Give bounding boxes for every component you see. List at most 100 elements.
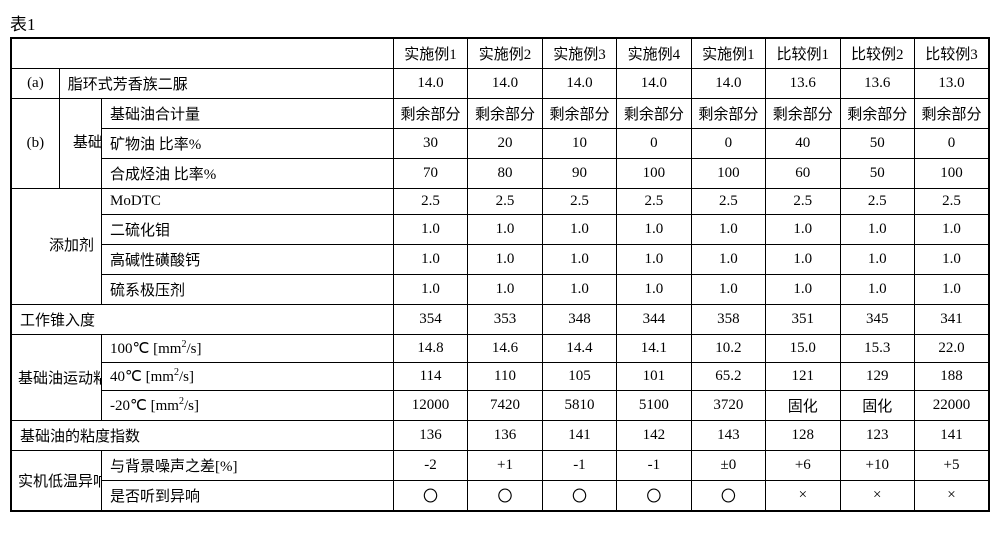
cell: 142 <box>617 421 691 451</box>
cell: 0 <box>914 129 989 159</box>
cell: 剩余部分 <box>691 99 765 129</box>
col-header: 比较例1 <box>766 38 840 69</box>
cell: 344 <box>617 305 691 335</box>
cell: 1.0 <box>542 245 616 275</box>
cell: +6 <box>766 451 840 481</box>
cell: 136 <box>468 421 542 451</box>
cell: 141 <box>914 421 989 451</box>
cell: 100 <box>914 159 989 189</box>
cell: 5100 <box>617 391 691 421</box>
table-row: 基础油运动粘度 100℃ [mm2/s] 14.8 14.6 14.4 14.1… <box>11 335 989 363</box>
header-row: 实施例1 实施例2 实施例3 实施例4 实施例1 比较例1 比较例2 比较例3 <box>11 38 989 69</box>
cell: 128 <box>766 421 840 451</box>
cell: 14.6 <box>468 335 542 363</box>
viscosity-label: 基础油运动粘度 <box>11 335 102 421</box>
cell: 348 <box>542 305 616 335</box>
cell: 固化 <box>766 391 840 421</box>
cell: 1.0 <box>468 215 542 245</box>
col-header: 实施例2 <box>468 38 542 69</box>
cell: 1.0 <box>393 215 467 245</box>
cell: 固化 <box>840 391 914 421</box>
additive-label: 添加剂 <box>11 189 102 305</box>
cell: 1.0 <box>542 215 616 245</box>
cell: 〇 <box>617 481 691 512</box>
table-row: (b) 基础油 基础油合计量 剩余部分 剩余部分 剩余部分 剩余部分 剩余部分 … <box>11 99 989 129</box>
cell: +5 <box>914 451 989 481</box>
group-b: (b) <box>11 99 59 189</box>
cell: 14.0 <box>542 69 616 99</box>
table-row: 基础油的粘度指数 136 136 141 142 143 128 123 141 <box>11 421 989 451</box>
cell: 14.1 <box>617 335 691 363</box>
cell: 剩余部分 <box>766 99 840 129</box>
cell: 30 <box>393 129 467 159</box>
row-label: 工作锥入度 <box>11 305 393 335</box>
cell: 143 <box>691 421 765 451</box>
row-label: 是否听到异响 <box>102 481 394 512</box>
row-label: 二硫化钼 <box>102 215 394 245</box>
cell: 1.0 <box>840 215 914 245</box>
data-table: 实施例1 实施例2 实施例3 实施例4 实施例1 比较例1 比较例2 比较例3 … <box>10 37 990 512</box>
cell: 13.6 <box>840 69 914 99</box>
cell: 1.0 <box>914 215 989 245</box>
cell: 114 <box>393 363 467 391</box>
cell: 351 <box>766 305 840 335</box>
blank-header <box>11 38 393 69</box>
cell: 剩余部分 <box>542 99 616 129</box>
table-row: 是否听到异响 〇 〇 〇 〇 〇 × × × <box>11 481 989 512</box>
cell: 14.0 <box>393 69 467 99</box>
col-header: 实施例3 <box>542 38 616 69</box>
cell: 345 <box>840 305 914 335</box>
cell: ±0 <box>691 451 765 481</box>
col-header: 实施例4 <box>617 38 691 69</box>
cell: 358 <box>691 305 765 335</box>
cell: 50 <box>840 129 914 159</box>
cell: 80 <box>468 159 542 189</box>
row-label: 合成烃油 比率% <box>102 159 394 189</box>
row-label: MoDTC <box>102 189 394 215</box>
cell: 12000 <box>393 391 467 421</box>
table-row: 工作锥入度 354 353 348 344 358 351 345 341 <box>11 305 989 335</box>
cell: 100 <box>617 159 691 189</box>
cell: 136 <box>393 421 467 451</box>
cell: 22.0 <box>914 335 989 363</box>
cell: 1.0 <box>766 275 840 305</box>
cell: 14.8 <box>393 335 467 363</box>
col-header: 比较例2 <box>840 38 914 69</box>
cell: 1.0 <box>617 215 691 245</box>
cell: 1.0 <box>691 275 765 305</box>
cell: 1.0 <box>617 245 691 275</box>
cell: 2.5 <box>691 189 765 215</box>
cell: 15.3 <box>840 335 914 363</box>
cell: 70 <box>393 159 467 189</box>
col-header: 比较例3 <box>914 38 989 69</box>
table-row: 40℃ [mm2/s] 114 110 105 101 65.2 121 129… <box>11 363 989 391</box>
table-row: -20℃ [mm2/s] 12000 7420 5810 5100 3720 固… <box>11 391 989 421</box>
cell: 141 <box>542 421 616 451</box>
cell: 101 <box>617 363 691 391</box>
cell: 5810 <box>542 391 616 421</box>
cell: 1.0 <box>468 275 542 305</box>
cell: 2.5 <box>542 189 616 215</box>
cell: 13.6 <box>766 69 840 99</box>
cell: 〇 <box>542 481 616 512</box>
cell: +10 <box>840 451 914 481</box>
cell: 剩余部分 <box>617 99 691 129</box>
cell: 129 <box>840 363 914 391</box>
cell: 0 <box>617 129 691 159</box>
table-row: 合成烃油 比率% 70 80 90 100 100 60 50 100 <box>11 159 989 189</box>
cell: 2.5 <box>393 189 467 215</box>
table-row: 硫系极压剂 1.0 1.0 1.0 1.0 1.0 1.0 1.0 1.0 <box>11 275 989 305</box>
col-header: 实施例1 <box>691 38 765 69</box>
cell: 1.0 <box>840 245 914 275</box>
cell: -2 <box>393 451 467 481</box>
cell: 13.0 <box>914 69 989 99</box>
cell: 50 <box>840 159 914 189</box>
cell: 10.2 <box>691 335 765 363</box>
cell: -1 <box>542 451 616 481</box>
cell: 剩余部分 <box>393 99 467 129</box>
sound-label: 实机低温异响声压测定 <box>11 451 102 512</box>
cell: 188 <box>914 363 989 391</box>
row-label: 高碱性磺酸钙 <box>102 245 394 275</box>
row-label: 脂环式芳香族二脲 <box>59 69 393 99</box>
cell: 3720 <box>691 391 765 421</box>
